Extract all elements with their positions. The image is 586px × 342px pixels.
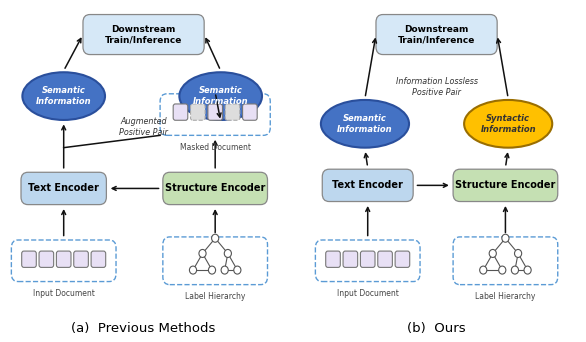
Circle shape xyxy=(221,266,229,274)
Text: Downstream
Train/Inference: Downstream Train/Inference xyxy=(398,25,475,44)
Text: Input Document: Input Document xyxy=(33,289,94,298)
Text: Semantic
Information: Semantic Information xyxy=(337,114,393,133)
Circle shape xyxy=(489,249,496,258)
Text: Label Hierarchy: Label Hierarchy xyxy=(185,292,246,301)
FancyBboxPatch shape xyxy=(376,15,497,55)
Text: Syntactic
Information: Syntactic Information xyxy=(481,114,536,133)
FancyBboxPatch shape xyxy=(190,104,205,120)
Text: Input Document: Input Document xyxy=(337,289,398,298)
Circle shape xyxy=(234,266,241,274)
Text: (a)  Previous Methods: (a) Previous Methods xyxy=(71,322,216,335)
FancyBboxPatch shape xyxy=(453,237,558,285)
Circle shape xyxy=(480,266,487,274)
FancyBboxPatch shape xyxy=(173,104,188,120)
FancyBboxPatch shape xyxy=(11,240,116,281)
Text: Structure Encoder: Structure Encoder xyxy=(165,183,265,194)
Circle shape xyxy=(209,266,216,274)
Text: (b)  Ours: (b) Ours xyxy=(407,322,466,335)
FancyBboxPatch shape xyxy=(74,251,88,267)
Text: Text Encoder: Text Encoder xyxy=(332,180,403,190)
Circle shape xyxy=(199,249,206,258)
FancyBboxPatch shape xyxy=(395,251,410,267)
FancyBboxPatch shape xyxy=(83,15,204,55)
Circle shape xyxy=(515,249,522,258)
Circle shape xyxy=(189,266,196,274)
Text: Masked Document: Masked Document xyxy=(180,143,251,152)
Circle shape xyxy=(212,234,219,242)
FancyBboxPatch shape xyxy=(21,172,107,205)
FancyBboxPatch shape xyxy=(360,251,375,267)
Text: Label Hierarchy: Label Hierarchy xyxy=(475,292,536,301)
Ellipse shape xyxy=(22,72,105,120)
FancyBboxPatch shape xyxy=(163,172,267,205)
Circle shape xyxy=(224,249,231,258)
FancyBboxPatch shape xyxy=(326,251,340,267)
FancyBboxPatch shape xyxy=(378,251,393,267)
Text: Semantic
Information: Semantic Information xyxy=(193,87,248,106)
FancyBboxPatch shape xyxy=(453,169,558,201)
FancyBboxPatch shape xyxy=(322,169,413,201)
FancyBboxPatch shape xyxy=(208,104,223,120)
Text: Semantic
Information: Semantic Information xyxy=(36,87,91,106)
Text: Text Encoder: Text Encoder xyxy=(28,183,99,194)
Text: Information Lossless
Positive Pair: Information Lossless Positive Pair xyxy=(396,77,478,96)
Circle shape xyxy=(502,234,509,242)
Text: Structure Encoder: Structure Encoder xyxy=(455,180,556,190)
Circle shape xyxy=(524,266,531,274)
Ellipse shape xyxy=(179,72,262,120)
FancyBboxPatch shape xyxy=(163,237,267,285)
FancyBboxPatch shape xyxy=(343,251,357,267)
FancyBboxPatch shape xyxy=(39,251,54,267)
Circle shape xyxy=(512,266,519,274)
FancyBboxPatch shape xyxy=(22,251,36,267)
FancyBboxPatch shape xyxy=(91,251,105,267)
FancyBboxPatch shape xyxy=(56,251,71,267)
FancyBboxPatch shape xyxy=(243,104,257,120)
Circle shape xyxy=(499,266,506,274)
Text: Downstream
Train/Inference: Downstream Train/Inference xyxy=(105,25,182,44)
FancyBboxPatch shape xyxy=(315,240,420,281)
FancyBboxPatch shape xyxy=(225,104,240,120)
Ellipse shape xyxy=(321,100,409,148)
FancyBboxPatch shape xyxy=(160,94,270,135)
Ellipse shape xyxy=(464,100,552,148)
Text: Augmented
Positive Pair: Augmented Positive Pair xyxy=(119,117,168,136)
